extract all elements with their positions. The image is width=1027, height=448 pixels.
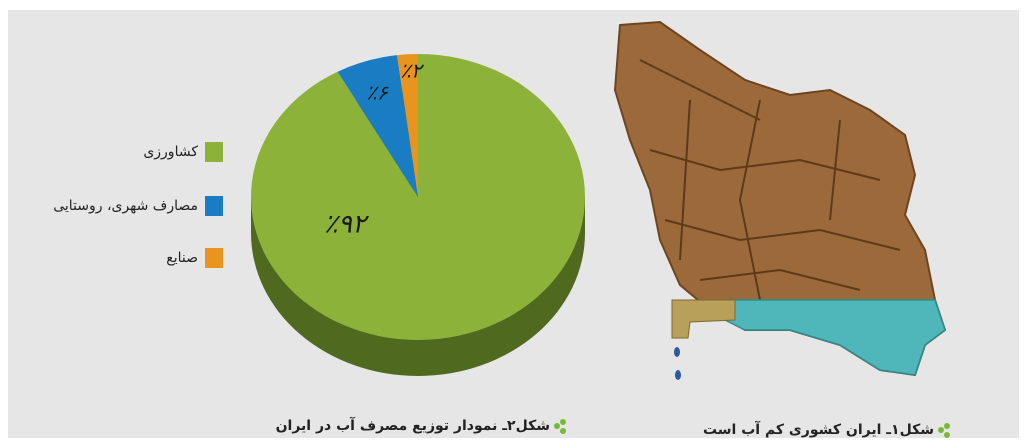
legend-swatch: [205, 248, 223, 268]
pie-slice: [397, 54, 418, 197]
pie-slice: [337, 55, 418, 198]
iran-map: [613, 20, 947, 380]
legend-swatch: [205, 196, 223, 216]
legend-label: مصارف شهری، روستایی: [53, 198, 198, 214]
legend-label: کشاورزی: [143, 144, 198, 160]
value-label: ٪۲: [400, 59, 425, 83]
legend-swatch: [205, 142, 223, 162]
chart-caption: شکل۲ـ نمودار توزیع مصرف آب در ایران: [276, 416, 550, 434]
value-label: ٪۶: [366, 81, 389, 105]
value-label: ٪۹۲: [324, 210, 369, 240]
map-caption: شکل۱ـ ایران کشوری کم آب است: [703, 420, 934, 438]
caption-icon: [554, 419, 950, 438]
legend-label: صنایع: [166, 250, 198, 266]
